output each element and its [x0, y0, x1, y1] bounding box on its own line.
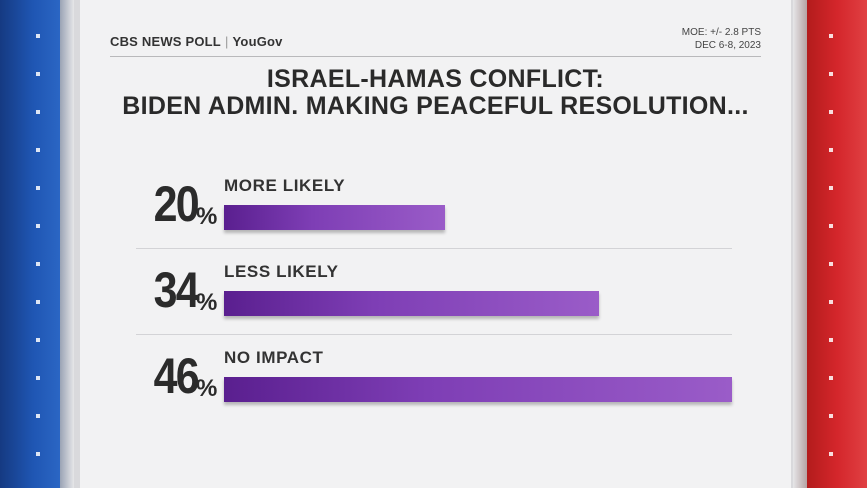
percent-sign: %: [196, 203, 218, 230]
poll-header: CBS NEWS POLL | YouGov MOE: +/- 2.8 PTS DE…: [110, 26, 761, 56]
category-label: LESS LIKELY: [224, 262, 339, 281]
category-label: NO IMPACT: [224, 348, 324, 367]
percent-sign: %: [196, 289, 218, 316]
bar: [224, 377, 732, 402]
poll-card: CBS NEWS POLL | YouGov MOE: +/- 2.8 PTS DE…: [80, 0, 791, 488]
poll-dates: DEC 6-8, 2023: [694, 40, 761, 51]
category-label: MORE LIKELY: [224, 176, 346, 195]
bar-chart: 20% MORE LIKELY 34% LESS LIKELY 46% NO IMPACT: [80, 0, 791, 488]
value-label: 34: [153, 262, 200, 318]
right-panel-shadow: [793, 0, 807, 488]
value-label: 46: [153, 348, 200, 404]
right-band-ticks: [829, 0, 833, 488]
title-line-1: ISRAEL-HAMAS CONFLICT:: [266, 65, 605, 93]
moe-text: MOE: +/- 2.8 PTS: [681, 27, 761, 38]
percent-sign: %: [196, 375, 218, 402]
left-band-ticks: [36, 0, 40, 488]
right-decorative-band: [807, 0, 867, 488]
left-panel-shadow: [60, 0, 74, 488]
chart-title: ISRAEL-HAMAS CONFLICT: BIDEN ADMIN. MAKI…: [80, 66, 791, 120]
value-label: 20: [153, 176, 200, 232]
title-line-2: BIDEN ADMIN. MAKING PEACEFUL RESOLUTION.…: [122, 92, 749, 120]
cbs-news-poll-logo: CBS NEWS POLL: [110, 34, 221, 49]
brand-separator: |: [224, 34, 229, 49]
margin-of-error: MOE: +/- 2.8 PTS DEC 6-8, 2023: [682, 26, 761, 52]
brand-logo: CBS NEWS POLL | YouGov: [110, 34, 283, 49]
bar: [224, 205, 445, 230]
bar: [224, 291, 599, 316]
row-divider: [136, 334, 732, 335]
header-divider: [110, 56, 761, 57]
row-divider: [136, 248, 732, 249]
left-decorative-band: [0, 0, 60, 488]
yougov-logo: YouGov: [232, 34, 283, 49]
